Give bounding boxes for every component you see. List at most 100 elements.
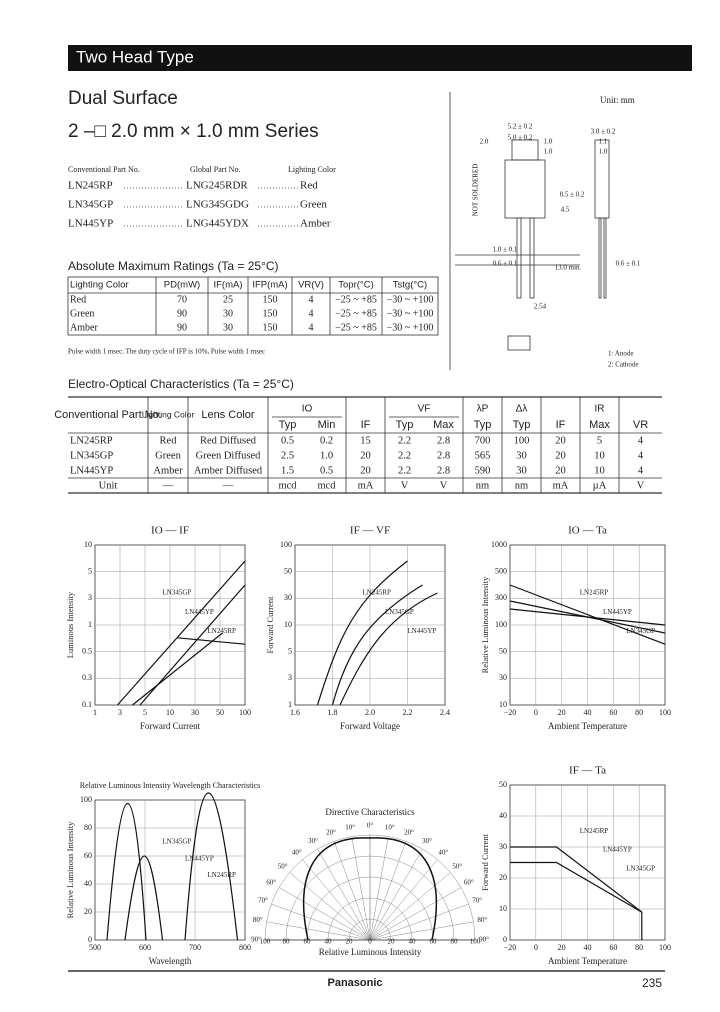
table-header: Typ (474, 419, 492, 431)
y-tick-label: 100 (80, 795, 92, 804)
parts-cell: Red (300, 180, 318, 192)
table-header: IF (556, 419, 566, 431)
table-frame (67, 276, 439, 336)
y-axis-label: Relative Luminous Intensity (65, 821, 75, 919)
table-cell: 4 (638, 450, 644, 461)
dimension: 2.54 (534, 303, 547, 311)
table-group: IO (302, 404, 313, 415)
angle-label: 50° (278, 862, 288, 870)
x-tick-label: 800 (239, 943, 251, 952)
y-tick-label: 10 (499, 700, 507, 709)
footer-brand: Panasonic (327, 977, 382, 989)
table-cell: 150 (263, 308, 278, 319)
curve-label: LN445YP (408, 627, 437, 635)
side-lead (598, 217, 602, 299)
curve (132, 632, 223, 706)
table-cell: 590 (475, 465, 491, 476)
header-title: Two Head Type (76, 47, 194, 66)
directive-curve (302, 837, 438, 941)
y-tick-label: 500 (495, 566, 507, 575)
x-tick-label: 20 (558, 943, 566, 952)
angle-label: 40° (292, 848, 302, 856)
angle-label: 20° (326, 828, 336, 836)
chart-title: Relative Luminous Intensity Wavelength C… (80, 781, 261, 790)
curve (117, 560, 246, 706)
y-axis-label: Relative Luminous Intensity (480, 576, 490, 674)
table-header: IF(mA) (213, 280, 242, 291)
table-cell: Unit (99, 480, 118, 491)
angle-label: 30° (422, 837, 432, 845)
x-tick-label: 80 (635, 708, 643, 717)
radial-label: 80 (451, 938, 459, 946)
table-cell: 20 (360, 465, 371, 476)
x-axis-label: Ambient Temperature (548, 956, 627, 966)
table-cell: Green (70, 308, 94, 319)
angle-label: 70° (472, 897, 482, 905)
x-tick-label: 500 (89, 943, 101, 952)
y-tick-label: 1 (288, 700, 292, 709)
table-cell: V (440, 480, 448, 491)
x-tick-label: 1 (93, 708, 97, 717)
polar-spoke (369, 872, 451, 941)
x-tick-label: 20 (558, 708, 566, 717)
parts-cell: Green (300, 199, 327, 211)
angle-label: 70° (258, 897, 268, 905)
curve-label: LN445YP (185, 854, 214, 862)
parts-header: Lighting Color (288, 165, 336, 174)
x-tick-label: 1.8 (328, 708, 338, 717)
x-tick-label: 2.2 (403, 708, 413, 717)
x-tick-label: 100 (659, 708, 671, 717)
y-tick-label: 0.5 (82, 646, 92, 655)
table-header: Typ (279, 419, 297, 431)
y-tick-label: 5 (288, 646, 292, 655)
curve (177, 637, 246, 645)
table-cell: Amber (153, 465, 183, 476)
curve (509, 584, 666, 645)
y-tick-label: 80 (84, 823, 92, 832)
table-cell: 150 (263, 322, 278, 333)
x-tick-label: 2.0 (365, 708, 375, 717)
chart-frame (94, 799, 246, 941)
y-tick-label: 0.1 (82, 700, 92, 709)
curve-label: LN445YP (603, 608, 632, 616)
y-tick-label: 20 (84, 907, 92, 916)
radial-label: 80 (283, 938, 291, 946)
table-cell: Red (70, 294, 86, 305)
table-cell: 4 (309, 308, 314, 319)
radial-label: 100 (260, 938, 271, 946)
table-cell: 70 (177, 294, 187, 305)
dimension: 1.0 ± 0.1 (493, 246, 518, 254)
radial-label: 20 (346, 938, 354, 946)
y-tick-label: 1000 (491, 540, 507, 549)
table-cell: 5 (597, 435, 602, 446)
pin-note: 1: Anode (608, 350, 633, 358)
x-axis-label: Wavelength (149, 956, 192, 966)
polar-spoke (369, 859, 438, 941)
lead (529, 217, 535, 299)
table-cell: LN245RP (70, 435, 113, 446)
y-tick-label: 5 (88, 566, 92, 575)
y-tick-label: 30 (499, 673, 507, 682)
polar-spoke (289, 872, 371, 941)
table-header: Max (433, 419, 454, 431)
y-tick-label: 50 (499, 780, 507, 789)
table-cell: −25 ~ +85 (335, 294, 377, 305)
chart-title: IF — VF (350, 525, 390, 537)
polar-spoke (302, 859, 371, 941)
chart-title: IF — Ta (569, 765, 606, 777)
table-cell: 0.5 (320, 465, 333, 476)
x-tick-label: 50 (216, 708, 224, 717)
curve (510, 846, 643, 940)
x-tick-label: 10 (166, 708, 174, 717)
y-tick-label: 0 (88, 935, 92, 944)
table-header: Tstg(°C) (393, 280, 427, 291)
table-cell: 20 (360, 450, 371, 461)
x-tick-label: 2.4 (440, 708, 450, 717)
table-cell: 700 (475, 435, 491, 446)
table-cell: 4 (638, 465, 644, 476)
angle-label: 90° (251, 936, 261, 944)
table-cell: −30 ~ +100 (387, 322, 434, 333)
table-cell: 90 (177, 322, 187, 333)
table-cell: 30 (223, 308, 233, 319)
table-cell: 1.0 (320, 450, 333, 461)
